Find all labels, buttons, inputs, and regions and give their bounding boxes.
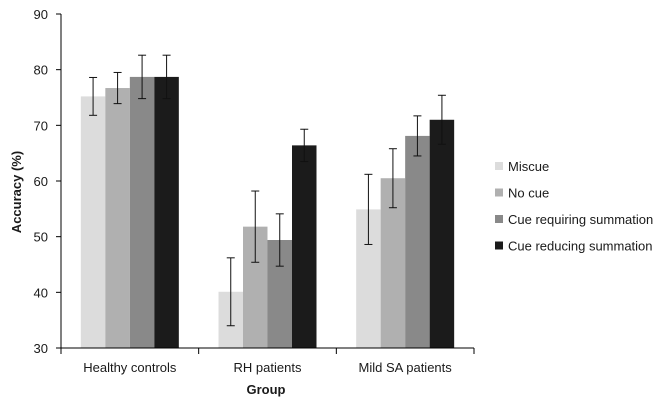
x-axis: Healthy controls RH patients Mild SA patie… [60, 347, 475, 375]
legend-label: No cue [508, 186, 549, 201]
legend-label: Miscue [508, 159, 549, 174]
bar [129, 76, 155, 349]
y-tick-label: 70 [34, 118, 48, 133]
error-bars [89, 54, 446, 327]
bar [292, 145, 317, 348]
legend-swatch [495, 162, 503, 170]
legend-swatch [495, 241, 503, 250]
bar [105, 88, 130, 348]
legend-label: Cue requiring summation [508, 212, 653, 227]
x-tick-label: Healthy controls [83, 360, 177, 375]
bar [405, 135, 430, 348]
x-tick-label: Mild SA patients [359, 360, 453, 375]
y-axis-title: Accuracy (%) [9, 151, 24, 233]
y-tick-label: 80 [34, 63, 48, 78]
bar [429, 119, 455, 349]
y-tick-label: 60 [34, 174, 48, 189]
y-tick-label: 40 [34, 285, 48, 300]
y-axis: 30 40 50 60 70 80 90 [34, 7, 62, 356]
legend: Miscue No cue Cue requiring summation Cue r… [495, 159, 653, 254]
y-tick-label: 90 [34, 7, 48, 22]
legend-swatch [495, 188, 503, 197]
legend-swatch [495, 215, 503, 223]
bar [80, 96, 106, 349]
y-tick-label: 50 [34, 230, 48, 245]
legend-label: Cue reducing summation [508, 239, 653, 254]
bars [80, 76, 455, 349]
x-axis-title: Group [247, 382, 286, 397]
x-tick-label: RH patients [234, 360, 302, 375]
bar [154, 76, 179, 349]
y-tick-label: 30 [34, 341, 48, 356]
